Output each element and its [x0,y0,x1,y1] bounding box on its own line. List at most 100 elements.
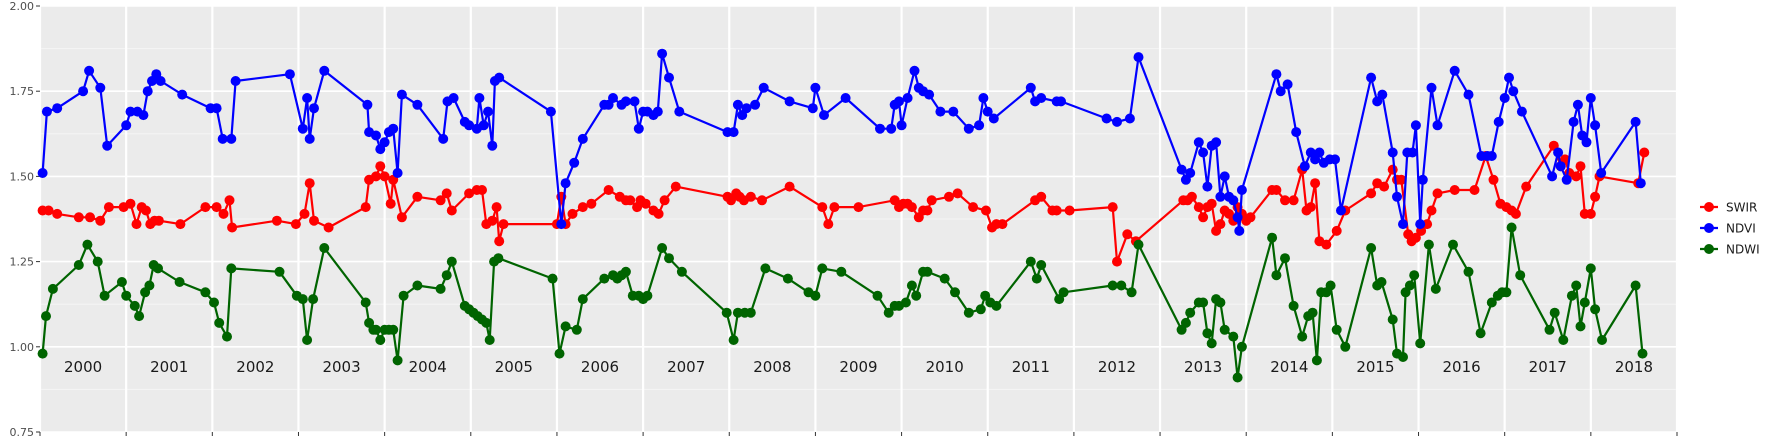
data-point-swir [224,195,235,206]
data-point-ndvi [1112,116,1122,127]
data-point-ndwi [872,290,883,301]
data-point-ndvi [1198,147,1209,158]
data-point-swir [125,198,136,209]
data-point-ndvi [304,133,315,144]
data-point-ndvi [371,130,381,141]
data-point-ndvi [487,140,498,151]
data-point-swir [670,181,681,192]
data-point-ndvi [1516,106,1527,117]
data-point-ndwi [129,300,140,311]
data-point-swir [304,178,315,189]
data-point-swir [200,202,211,213]
y-tick-label: 1.25 [10,256,35,269]
legend-key-point [1704,223,1714,233]
data-point-swir [1488,174,1499,185]
data-point-ndwi [577,294,588,305]
data-point-ndvi [396,89,407,100]
data-point-swir [1036,191,1047,202]
data-point-ndvi [819,110,829,121]
data-point-ndvi [1426,82,1437,93]
data-point-ndvi [807,103,818,114]
legend-label: NDWI [1726,243,1760,257]
data-point-swir [1186,191,1197,202]
data-point-ndvi [84,65,95,76]
data-point-ndvi [1372,96,1383,107]
data-point-swir [1585,208,1596,219]
data-point-swir [1064,205,1075,216]
data-point-ndvi [894,96,904,107]
data-point-ndwi [398,290,409,301]
year-label: 2012 [1098,358,1136,376]
data-point-ndwi [620,266,631,277]
data-point-swir [299,208,310,219]
data-point-ndvi [1572,99,1583,110]
data-point-swir [1521,181,1532,192]
data-point-ndvi [963,123,974,134]
data-point-ndwi [47,283,58,294]
data-point-ndvi [1282,79,1293,90]
data-point-ndvi [226,133,237,144]
data-point-ndvi [302,93,313,103]
data-point-swir [1410,232,1421,243]
data-point-ndvi [741,103,752,114]
data-point-ndwi [360,297,371,308]
data-point-ndwi [1198,297,1209,308]
data-point-ndvi [1392,191,1402,202]
y-tick-label: 0.75 [10,426,35,439]
data-point-ndwi [226,263,237,274]
data-point-ndvi [924,89,935,100]
legend-label: NDVI [1726,222,1756,236]
data-point-ndwi [836,266,847,277]
data-point-swir [1366,188,1377,199]
data-point-swir [435,195,446,206]
data-point-ndwi [1376,277,1387,287]
data-point-ndwi [939,273,950,284]
data-point-ndwi [441,270,452,281]
data-point-ndwi [1036,260,1047,270]
data-point-swir [1305,202,1316,213]
year-label: 2010 [926,358,964,376]
data-point-ndwi [302,335,313,345]
data-point-ndvi [155,76,166,86]
data-point-swir [290,219,301,230]
data-point-ndwi [153,263,163,274]
data-point-ndwi [1058,287,1069,298]
data-point-ndvi [810,82,821,93]
data-point-swir [1575,161,1586,172]
data-point-swir [477,185,487,195]
data-point-ndwi [1590,304,1601,315]
data-point-ndvi [629,96,640,107]
data-point-swir [1310,178,1321,189]
data-point-ndvi [78,86,89,97]
year-label: 2002 [236,358,274,376]
data-point-ndwi [1219,324,1230,335]
data-point-ndvi [935,106,946,117]
data-point-swir [1271,185,1282,195]
data-point-swir [211,202,222,213]
data-point-ndvi [608,93,618,103]
data-point-ndvi [840,93,851,103]
data-point-ndvi [674,106,685,117]
data-point-ndvi [448,93,459,103]
data-point-ndvi [545,106,556,117]
data-point-swir [1639,147,1650,158]
data-point-swir [43,205,54,216]
data-point-swir [85,212,95,223]
data-point-ndvi [569,157,580,168]
data-point-ndwi [144,280,155,291]
data-point-ndvi [1635,178,1646,189]
data-point-ndvi [1508,86,1519,97]
data-point-ndvi [1630,116,1641,127]
data-point-ndwi [1501,287,1512,298]
data-point-ndwi [1558,335,1569,345]
data-point-swir [1396,174,1407,185]
data-point-ndvi [620,96,631,107]
data-point-ndwi [963,307,974,318]
data-point-ndvi [1176,164,1187,175]
data-point-ndwi [1575,321,1586,332]
data-point-ndwi [73,260,84,270]
data-point-ndwi [412,280,423,291]
data-point-ndwi [1506,222,1517,233]
data-point-ndwi [1597,335,1607,345]
